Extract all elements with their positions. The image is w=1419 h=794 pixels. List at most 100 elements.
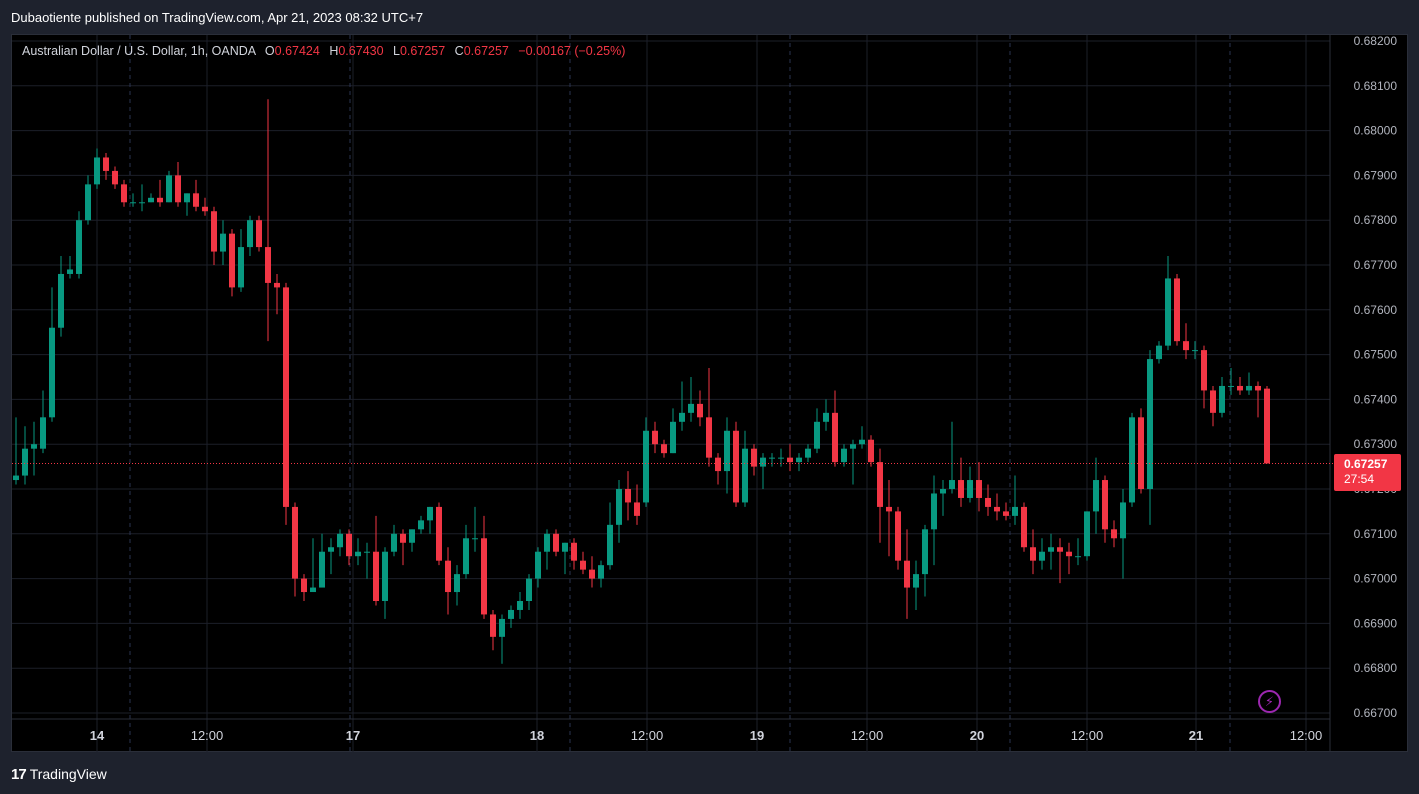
price-tick-label: 0.66900 <box>1354 616 1398 630</box>
candle-body <box>643 430 649 503</box>
candle-body <box>814 421 820 449</box>
candle-body <box>697 403 703 418</box>
top-bar: Dubaotiente published on TradingView.com… <box>0 0 1419 34</box>
candle-body <box>562 542 568 552</box>
candle-body <box>877 462 883 507</box>
candle-body <box>40 417 46 449</box>
candle-body <box>913 574 919 588</box>
candle-body <box>193 193 199 207</box>
candle-body <box>121 184 127 203</box>
candle-body <box>1165 278 1171 346</box>
candle-body <box>1156 345 1162 360</box>
candle-body <box>436 506 442 561</box>
candle-body <box>724 430 730 472</box>
candle-body <box>823 412 829 422</box>
time-tick-label: 18 <box>530 728 544 743</box>
candle-body <box>112 170 118 185</box>
candle-body <box>805 448 811 458</box>
candle-body <box>1111 529 1117 539</box>
candle-body <box>1093 480 1099 512</box>
publisher-info: Dubaotiente published on TradingView.com… <box>11 10 424 25</box>
candle-body <box>1228 385 1234 387</box>
candle-body <box>778 457 784 459</box>
candle-body <box>409 529 415 543</box>
symbol-title[interactable]: Australian Dollar / U.S. Dollar, 1h, OAN… <box>22 44 256 58</box>
candle-body <box>508 609 514 619</box>
change-value: −0.00167 (−0.25%) <box>518 44 626 58</box>
candle-body <box>1147 359 1153 489</box>
lightning-bolt-icon[interactable]: ⚡ <box>1258 690 1281 713</box>
candle-body <box>346 533 352 557</box>
candle-body <box>418 520 424 530</box>
candle-body <box>958 480 964 498</box>
current-price-tag: 0.67257 27:54 <box>1334 454 1401 491</box>
candle-body <box>706 417 712 458</box>
candle-body <box>1129 417 1135 503</box>
candle-body <box>859 439 865 445</box>
candle-body <box>994 506 1000 512</box>
candle-body <box>1048 547 1054 552</box>
price-tick-label: 0.67800 <box>1354 213 1398 227</box>
candle-body <box>985 497 991 507</box>
candle-body <box>1210 390 1216 413</box>
candle-body <box>148 197 154 203</box>
candle-body <box>1120 502 1126 539</box>
candle-body <box>571 542 577 561</box>
candle-body <box>1030 547 1036 561</box>
tradingview-logo-icon: 17 <box>11 765 27 783</box>
candle-body <box>931 493 937 530</box>
candle-body <box>1075 556 1081 558</box>
candle-body <box>976 480 982 498</box>
candle-body <box>400 533 406 543</box>
symbol-legend[interactable]: Australian Dollar / U.S. Dollar, 1h, OAN… <box>22 44 625 58</box>
candle-body <box>337 533 343 548</box>
time-tick-label: 12:00 <box>191 728 224 743</box>
candle-body <box>1084 511 1090 557</box>
candle-body <box>589 569 595 579</box>
candle-body <box>616 489 622 525</box>
candle-body <box>1219 385 1225 413</box>
candle-body <box>1003 511 1009 516</box>
price-tick-label: 0.67700 <box>1354 258 1398 272</box>
candle-body <box>1183 341 1189 351</box>
candle-body <box>319 551 325 588</box>
time-tick-label: 12:00 <box>631 728 664 743</box>
candle-body <box>382 551 388 601</box>
tradingview-logo[interactable]: 17 TradingView <box>11 765 107 783</box>
candle-body <box>301 578 307 593</box>
time-axis: 14 12:00 17 18 12:00 19 12:00 20 12:00 21 12:00 <box>90 728 1323 743</box>
candle-body <box>463 538 469 575</box>
candle-body <box>256 220 262 248</box>
candle-body <box>1255 385 1261 391</box>
candle-body <box>895 511 901 561</box>
candle-body <box>292 506 298 579</box>
candle-body <box>652 430 658 445</box>
candle-body <box>1201 350 1207 391</box>
price-tick-label: 0.68200 <box>1354 34 1398 48</box>
price-tick-label: 0.67900 <box>1354 168 1398 182</box>
candle-body <box>202 206 208 212</box>
candle-body <box>49 327 55 418</box>
price-axis: 0.68200 0.68100 0.68000 0.67900 0.67800 0.677… <box>1354 34 1398 720</box>
price-tick-label: 0.67300 <box>1354 437 1398 451</box>
candle-body <box>1192 350 1198 352</box>
candle-body <box>94 157 100 185</box>
low-label: L <box>393 44 400 58</box>
candle-body <box>472 538 478 540</box>
price-tick-label: 0.67600 <box>1354 303 1398 317</box>
time-tick-label: 12:00 <box>1071 728 1104 743</box>
high-value: 0.67430 <box>338 44 384 58</box>
candle-body <box>769 457 775 459</box>
candle-body <box>517 601 523 610</box>
candle-body <box>886 506 892 512</box>
bottom-bar <box>0 752 1419 794</box>
candle-body <box>715 457 721 472</box>
candle-body <box>634 502 640 516</box>
candle-body <box>1174 278 1180 342</box>
current-price-value: 0.67257 <box>1344 457 1388 471</box>
candle-body <box>688 403 694 413</box>
candle-body <box>526 578 532 601</box>
candle-body <box>553 533 559 552</box>
candle-body <box>58 273 64 328</box>
